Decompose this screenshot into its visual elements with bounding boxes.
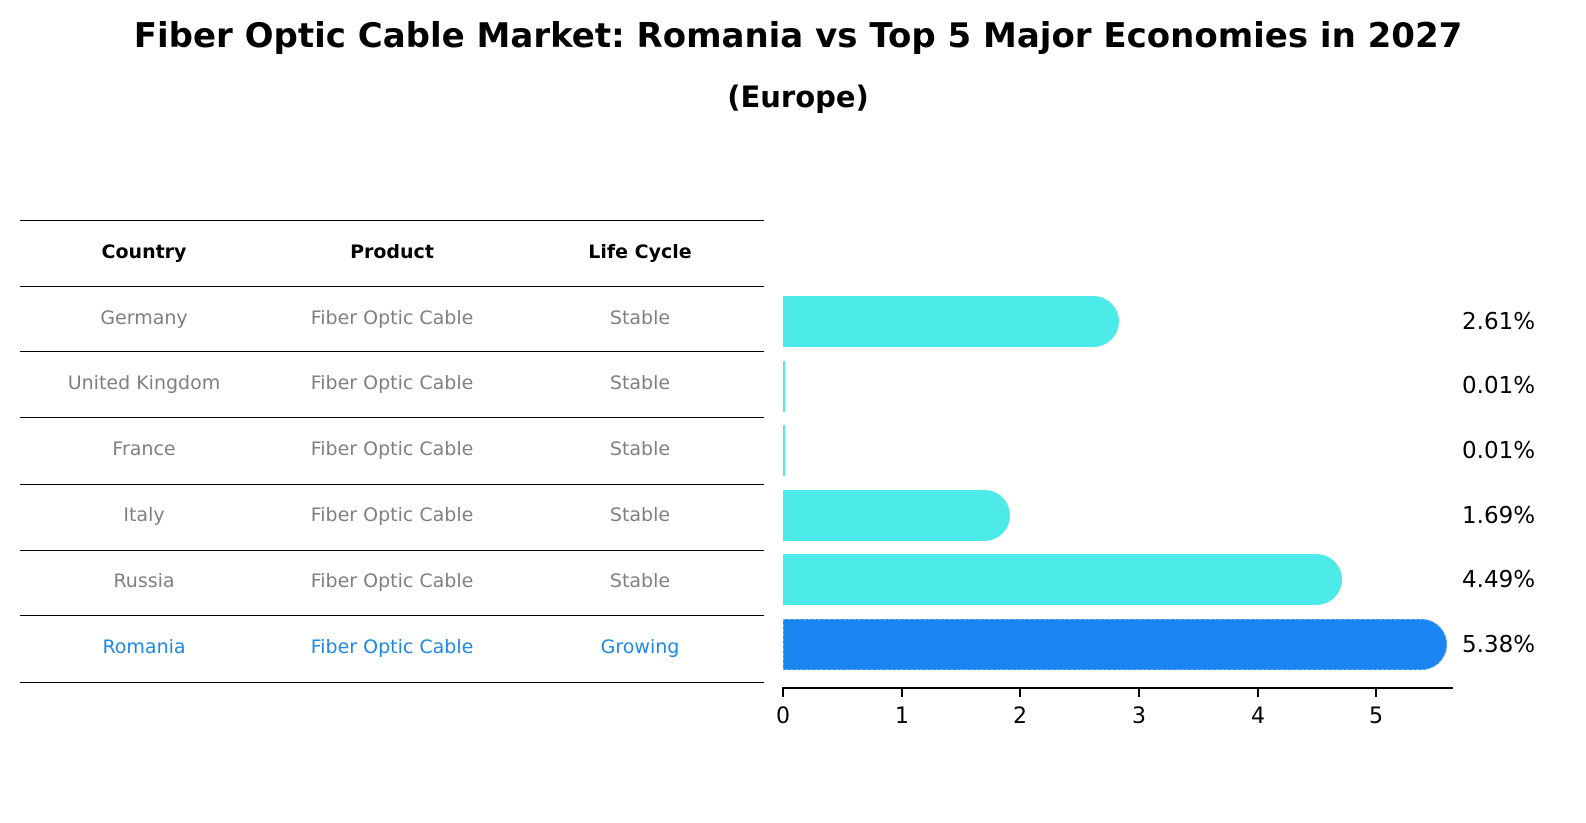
table-rule [20,220,764,221]
table-cell-product: Fiber Optic Cable [310,307,474,329]
table-rule [20,550,764,551]
table-rule [20,484,764,485]
table-cell-product: Fiber Optic Cable [310,504,474,526]
value-label: 1.69% [1462,503,1536,529]
value-label: 5.38% [1462,632,1536,658]
x-tick-label: 4 [1251,704,1265,729]
value-label: 0.01% [1462,373,1536,399]
bar-italy [783,490,1010,541]
x-tick-label: 0 [776,704,790,729]
table-cell-country: Germany [100,307,188,329]
x-axis-line [782,687,1453,689]
table-cell-life-cycle: Stable [609,307,671,329]
value-label: 2.61% [1462,309,1536,335]
table-cell-life-cycle: Stable [609,570,671,592]
table-cell-product-highlight: Fiber Optic Cable [310,636,474,658]
table-cell-country-highlight: Romania [102,636,186,658]
x-tick [782,689,784,697]
table-cell-life-cycle: Stable [609,504,671,526]
chart-subtitle: (Europe) [727,80,869,114]
table-cell-country: France [112,438,176,460]
x-tick-label: 1 [895,704,909,729]
x-tick-label: 3 [1132,704,1146,729]
table-rule [20,286,764,287]
table-rule [20,682,764,683]
x-tick-label: 5 [1369,704,1383,729]
x-tick [1019,689,1021,697]
table-cell-life-cycle: Stable [609,372,671,394]
column-header-life-cycle: Life Cycle [588,241,692,263]
table-cell-product: Fiber Optic Cable [310,438,474,460]
bar-france [783,425,785,476]
column-header-country: Country [101,241,187,263]
chart-title: Fiber Optic Cable Market: Romania vs Top… [133,16,1463,56]
bar-germany [783,296,1119,347]
table-cell-country: Italy [123,504,165,526]
table-rule [20,351,764,352]
table-cell-country: Russia [113,570,175,592]
bar-romania [783,619,1447,670]
table-rule [20,417,764,418]
value-label: 4.49% [1462,567,1536,593]
table-rule [20,615,764,616]
table-cell-country: United Kingdom [67,372,221,394]
table-cell-product: Fiber Optic Cable [310,570,474,592]
x-tick [1375,689,1377,697]
x-tick [1138,689,1140,697]
table-cell-product: Fiber Optic Cable [310,372,474,394]
table-cell-life-cycle-highlight: Growing [600,636,680,658]
x-tick [901,689,903,697]
x-tick [1257,689,1259,697]
bar-united-kingdom [783,361,785,412]
bar-russia [783,554,1342,605]
table-cell-life-cycle: Stable [609,438,671,460]
x-tick-label: 2 [1013,704,1027,729]
value-label: 0.01% [1462,438,1536,464]
column-header-product: Product [350,241,434,263]
